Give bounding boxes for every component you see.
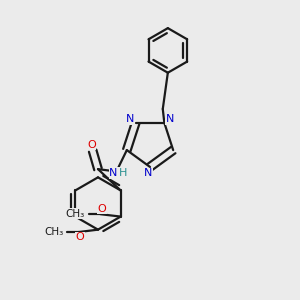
Text: O: O xyxy=(98,204,106,214)
Text: O: O xyxy=(87,140,96,150)
Text: N: N xyxy=(166,114,174,124)
Text: O: O xyxy=(76,232,85,242)
Text: CH₃: CH₃ xyxy=(44,227,63,237)
Text: N: N xyxy=(126,114,134,124)
Text: N: N xyxy=(144,169,153,178)
Text: H: H xyxy=(119,168,127,178)
Text: CH₃: CH₃ xyxy=(66,209,85,219)
Text: N: N xyxy=(109,168,118,178)
